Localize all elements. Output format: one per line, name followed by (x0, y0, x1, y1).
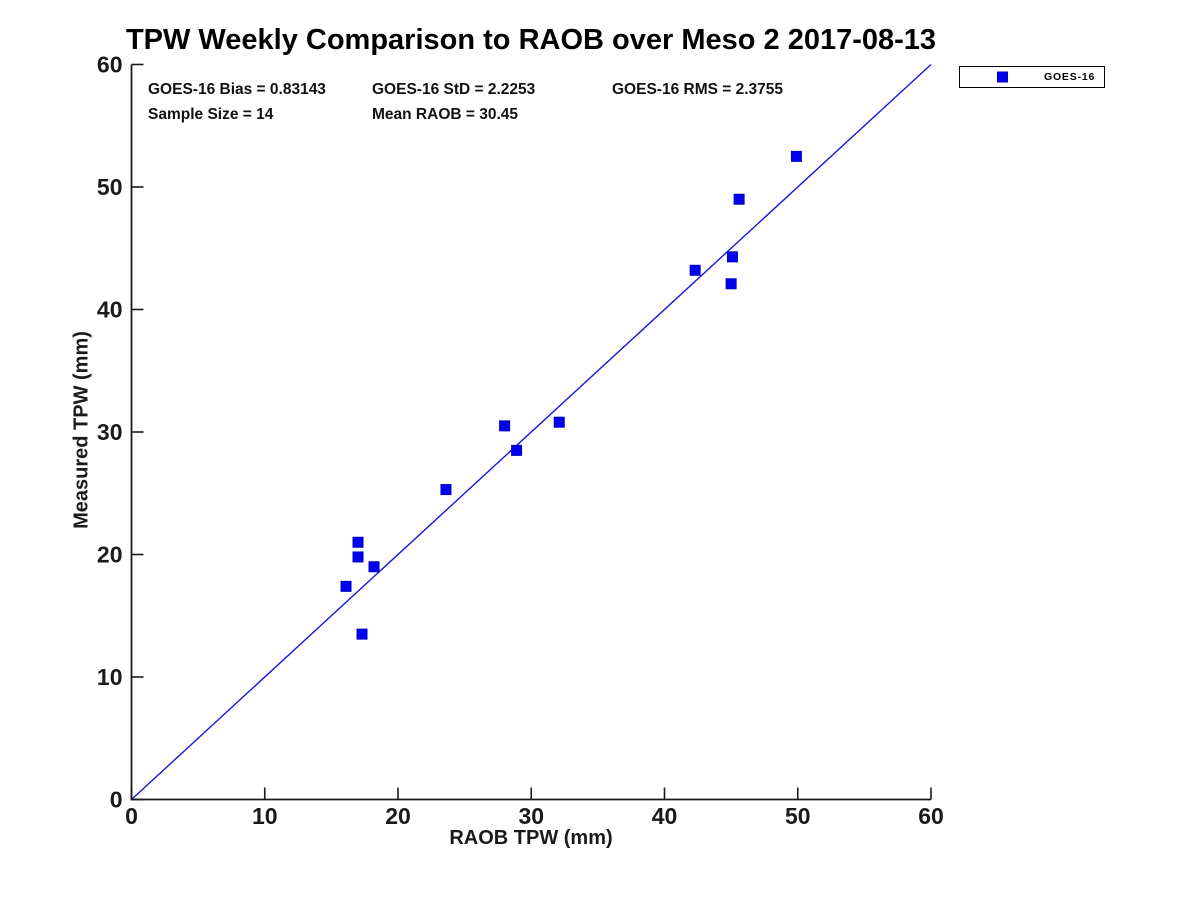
legend-square-marker-icon (997, 71, 1008, 83)
data-point (368, 561, 380, 573)
x-tick-label: 0 (125, 803, 138, 829)
x-tick-label: 10 (252, 803, 278, 829)
data-point (340, 580, 352, 592)
data-point (499, 420, 511, 432)
stat-rms: GOES-16 RMS = 2.3755 (612, 81, 784, 98)
y-tick-label: 10 (97, 664, 123, 690)
y-tick-label: 20 (97, 542, 123, 568)
y-axis-label: Measured TPW (mm) (70, 331, 93, 529)
data-point (790, 150, 802, 162)
data-point (352, 536, 364, 548)
legend-series-label: GOES-16 (1044, 71, 1096, 83)
x-axis-label: RAOB TPW (mm) (449, 827, 613, 849)
y-tick-label: 60 (97, 52, 123, 78)
x-tick-label: 20 (385, 803, 411, 829)
identity-line (131, 63, 932, 801)
data-point (733, 193, 745, 205)
data-point (726, 251, 738, 263)
y-tick-label: 30 (97, 419, 123, 445)
data-point (440, 484, 452, 496)
y-tick-label: 40 (97, 297, 123, 323)
stat-bias: GOES-16 Bias = 0.83143 (148, 81, 326, 98)
y-tick-label: 50 (97, 174, 123, 200)
stat-std: GOES-16 StD = 2.2253 (372, 81, 536, 98)
y-tick-label: 0 (110, 787, 123, 813)
legend-box: GOES-16 (959, 66, 1105, 88)
x-tick-label: 40 (652, 803, 678, 829)
data-point (553, 416, 565, 428)
chart-title: TPW Weekly Comparison to RAOB over Meso … (125, 24, 937, 56)
data-point (352, 551, 364, 563)
x-tick-label: 50 (785, 803, 811, 829)
stat-sample-size: Sample Size = 14 (148, 106, 274, 123)
x-tick-label: 30 (518, 803, 544, 829)
data-point (725, 278, 737, 290)
stat-mean-raob: Mean RAOB = 30.45 (372, 106, 519, 123)
data-point (356, 628, 368, 640)
data-point (511, 444, 523, 456)
x-tick-label: 60 (918, 803, 944, 829)
data-point (689, 264, 701, 276)
